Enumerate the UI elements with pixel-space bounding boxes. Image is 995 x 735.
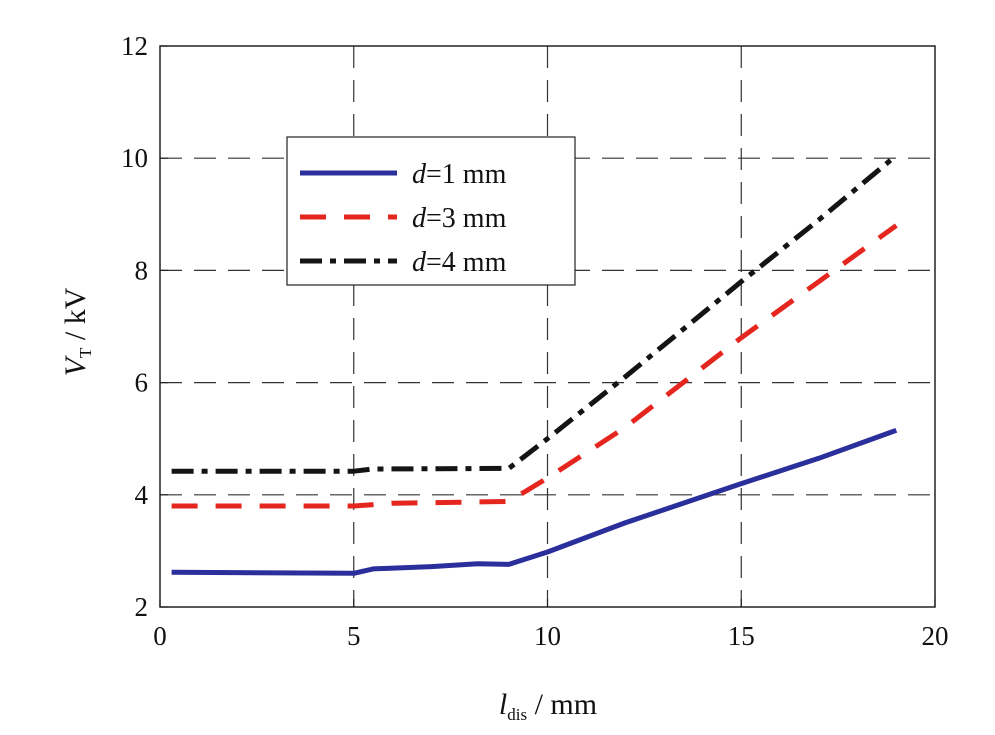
- y-tick-label: 10: [121, 143, 148, 173]
- y-tick-label: 8: [135, 255, 149, 285]
- y-axis-label: VT / kV: [59, 287, 95, 376]
- series-line-3: [171, 153, 898, 474]
- x-axis-sub: dis: [507, 705, 527, 724]
- series-layer: [171, 153, 898, 576]
- y-axis-var: V: [59, 354, 92, 376]
- grid-lines: [159, 45, 936, 608]
- x-axis-var: l: [499, 688, 507, 721]
- x-axis-label: ldis / mm: [499, 688, 597, 724]
- svg-text:VT / kV: VT / kV: [59, 287, 95, 376]
- legend-label-1: d=1 mm: [412, 159, 507, 190]
- x-tick-label: 15: [728, 621, 755, 651]
- svg-text:ldis / mm: ldis / mm: [499, 688, 597, 724]
- y-axis-unit: / kV: [59, 287, 92, 347]
- y-tick-label: 6: [135, 368, 149, 398]
- y-tick-label: 12: [121, 31, 148, 61]
- legend-label-2: d=3 mm: [412, 203, 507, 234]
- y-tick-label: 2: [135, 592, 149, 622]
- series-line-2: [171, 223, 898, 509]
- x-tick-label: 10: [534, 621, 561, 651]
- x-tick-label: 0: [153, 621, 167, 651]
- y-tick-label: 4: [135, 480, 149, 510]
- tick-labels: 0 5 10 15 20 2 4 6 8 10 12: [121, 31, 949, 651]
- x-tick-label: 5: [347, 621, 361, 651]
- y-axis-sub: T: [76, 347, 95, 358]
- series-line-1: [171, 427, 898, 576]
- x-tick-label: 20: [922, 621, 949, 651]
- legend-label-3: d=4 mm: [412, 247, 507, 278]
- plot-frame: [159, 45, 936, 608]
- x-axis-unit: / mm: [527, 688, 597, 721]
- legend: d=1 mm d=3 mm d=4 mm: [286, 136, 576, 286]
